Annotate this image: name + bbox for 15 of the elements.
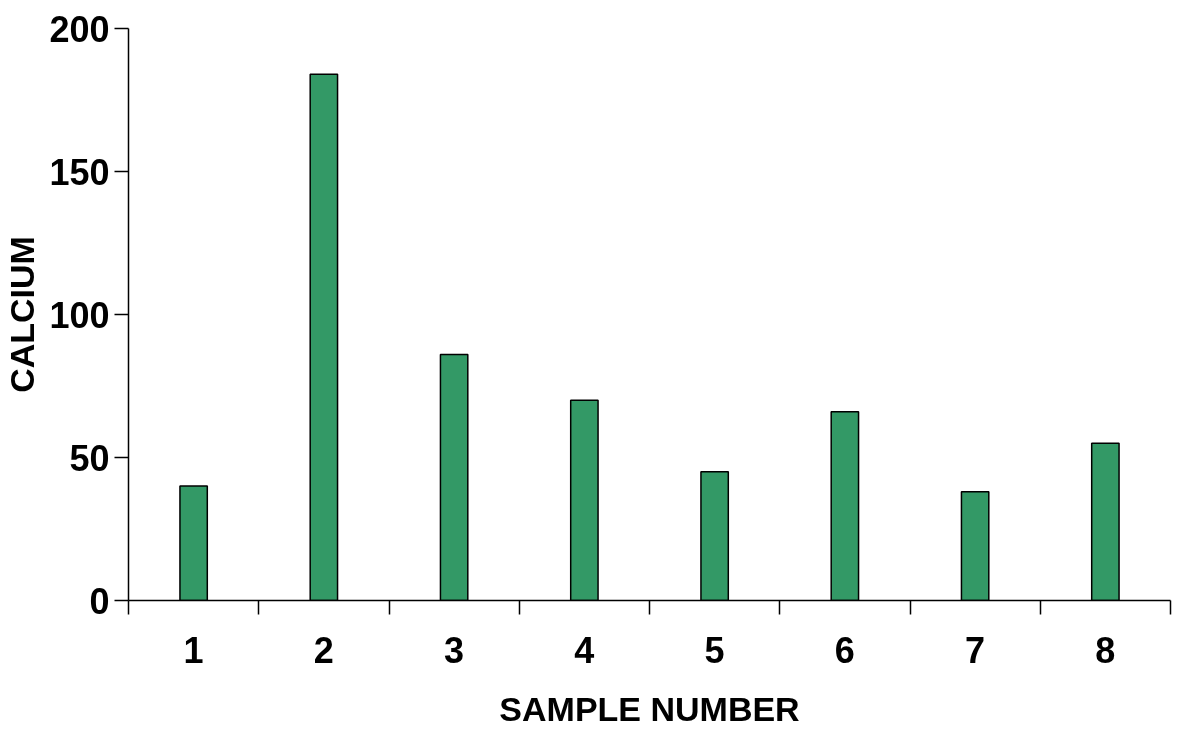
y-axis-title: CALCIUM [3,236,42,393]
x-tick-label: 2 [313,629,334,671]
y-tick-label: 100 [49,294,110,336]
x-tick-label: 6 [834,629,855,671]
x-tick-label: 5 [704,629,725,671]
y-tick-label: 50 [69,437,110,479]
x-axis-title: SAMPLE NUMBER [499,689,800,728]
y-tick-label: 0 [89,580,110,622]
x-tick-label: 3 [444,629,465,671]
x-tick-label: 7 [965,629,986,671]
x-tick-label: 8 [1095,629,1116,671]
x-tick-label: 1 [183,629,204,671]
y-tick-label: 150 [49,151,110,193]
y-tick-label: 200 [49,8,110,50]
x-tick-label: 4 [574,629,595,671]
